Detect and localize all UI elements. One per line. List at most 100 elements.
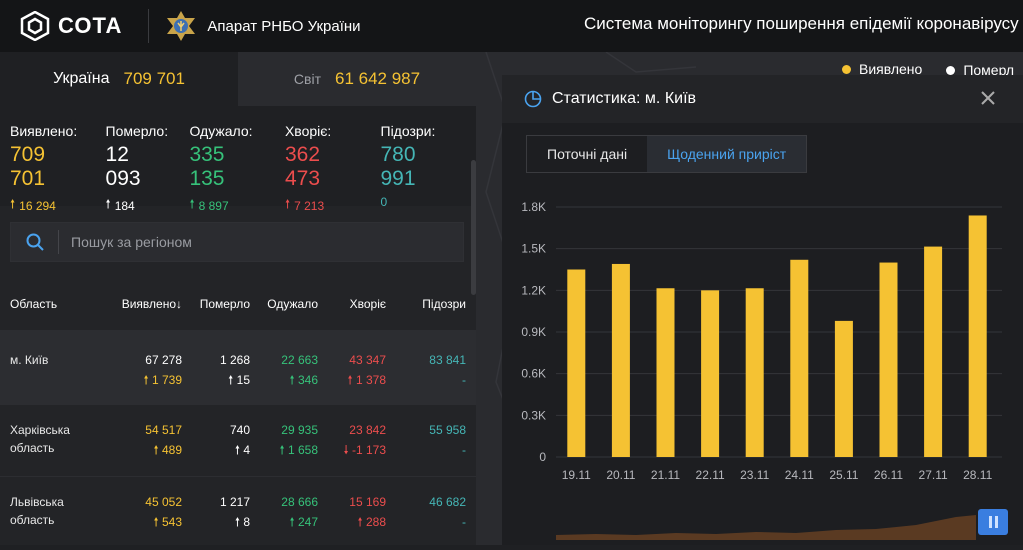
y-tick-label: 1.8K [521,200,546,214]
cell-deaths: 1 217 🠕 8 [182,493,250,546]
legend-label: Виявлено [859,61,923,77]
col-header-sick[interactable]: Хворіє [349,297,386,311]
cell-suspected: 83 841 - [386,351,466,404]
legend-dot-icon [946,65,956,75]
search-area [0,206,476,278]
stat-delta-value: 8 897 [198,198,229,213]
bar[interactable] [968,215,987,457]
tab-ukraine[interactable]: Україна 709 701 [0,52,238,106]
bar[interactable] [701,290,720,457]
cell-value: 45 052 [145,495,182,509]
stat-detected: Виявлено: 709 701 🠕 16 294 [10,123,86,213]
stat-delta-value: 184 [114,198,135,213]
cell-detected: 67 278 🠕 1 739 [104,351,182,404]
table-row[interactable]: Львівська область 45 052 🠕 543 1 217 🠕 8 2… [0,476,476,546]
region-tabs: Україна 709 701 Світ 61 642 987 [0,52,476,106]
org-label: Апарат РНБО України [207,17,361,35]
legend-label: Померл [963,62,1015,78]
x-tick-label: 22.11 [696,468,725,482]
stat-label: Хворіє: [284,123,332,139]
col-header-region[interactable]: Область [10,297,58,311]
search-icon[interactable] [11,230,59,254]
cell-value: 83 841 [429,353,466,367]
y-tick-label: 0.3K [521,408,546,422]
table-row[interactable]: м. Київ 67 278 🠕 1 739 1 268 🠕 15 22 663 🠕 … [0,330,476,404]
cell-delta: 🠕 1 739 [143,373,182,387]
cell-delta: 🠗 -1 173 [343,443,386,457]
col-header-recovered[interactable]: Одужало [267,297,318,311]
cell-delta-value: 288 [365,515,386,529]
arrow-up-icon: 🠕 [105,197,111,211]
tab-world-value: 61 642 987 [334,69,421,88]
arrow-up-icon: 🠕 [189,197,195,211]
cell-suspected: 55 958 - [386,421,466,476]
tab-daily-growth[interactable]: Щоденний приріст [647,136,807,172]
col-header-deaths[interactable]: Померло [199,297,250,311]
stat-value: 12 093 [105,143,141,190]
search-input[interactable] [59,234,439,250]
rnbo-link[interactable]: Апарат РНБО України [165,10,361,42]
stat-delta: 🠕 8 897 [189,195,265,216]
cell-value: 54 517 [145,423,182,437]
cell-delta: 🠕 247 [289,515,318,529]
region-name: м. Київ [10,353,49,367]
sort-down-icon: ↓ [176,297,182,311]
cell-delta-value: 15 [236,373,250,387]
stat-suspected: Підозри: 780 991 0 [381,123,457,209]
summary-stats: Виявлено: 709 701 🠕 16 294 Померло: 12 09… [0,106,476,213]
arrow-up-icon: 🠕 [284,197,291,211]
modal-header: Статистика: м. Київ [502,75,1023,123]
arrow-up-icon: 🠕 [10,197,16,211]
cell-delta-value: -1 173 [351,443,386,457]
cell-delta: - [462,443,466,457]
cell-suspected: 46 682 - [386,493,466,546]
cell-recovered: 28 666 🠕 247 [250,493,318,546]
col-header-detected[interactable]: Виявлено↓ [104,297,182,311]
cell-detected: 45 052 🠕 543 [104,493,182,546]
region-search [10,222,464,262]
cell-delta-value: 543 [161,515,182,529]
bar[interactable] [656,288,675,457]
sota-logo[interactable]: СОТА [20,11,122,41]
stat-sick: Хворіє: 362 473 🠕 7 213 [284,123,361,213]
close-icon[interactable] [979,89,997,107]
bar[interactable] [924,246,943,457]
stat-delta-value: 7 213 [294,198,325,213]
stat-value: 709 701 [10,143,46,190]
cell-delta: 🠕 288 [357,515,386,529]
table-row[interactable]: Харківська область 54 517 🠕 489 740 🠕 4 29… [0,404,476,476]
cell-value: 22 663 [281,353,318,367]
bar[interactable] [567,269,586,458]
bar[interactable] [745,288,764,457]
tab-current-data[interactable]: Поточні дані [527,136,648,172]
x-tick-label: 23.11 [740,468,769,482]
table-header: Область Виявлено↓ Померло Одужало Хворіє… [0,278,476,330]
stat-delta: 🠕 184 [106,195,170,216]
tab-world[interactable]: Світ 61 642 987 [238,52,476,106]
cell-delta-value: 1 658 [287,443,318,457]
stat-label: Виявлено: [10,123,78,139]
cell-value: 23 842 [349,423,386,437]
stat-value: 335 135 [189,143,225,190]
header-divider [148,9,150,43]
stat-delta: 0 [381,195,457,209]
bar[interactable] [611,263,630,457]
cell-delta-value: 346 [297,373,318,387]
cell-value: 43 347 [349,353,386,367]
bar[interactable] [879,262,898,457]
col-header-suspected[interactable]: Підозри [422,297,466,311]
timeline-minimap[interactable] [556,505,976,540]
cell-delta: 🠕 543 [153,515,182,529]
table-scrollbar[interactable] [471,160,476,295]
legend-deaths[interactable]: Померл [934,55,1023,85]
bar[interactable] [834,320,853,457]
cell-delta: 🠕 346 [289,373,318,387]
cell-value: 15 169 [349,495,386,509]
cell-delta: - [462,373,466,387]
data-mode-toggle: Поточні дані Щоденний приріст [526,135,808,173]
timeline-range-handle[interactable] [978,509,1008,535]
rnbo-emblem-icon [167,11,196,41]
bar[interactable] [790,259,809,457]
stat-value: 362 473 [284,143,321,190]
top-header: СОТА Апарат РНБО України Система монітор… [0,0,1023,52]
